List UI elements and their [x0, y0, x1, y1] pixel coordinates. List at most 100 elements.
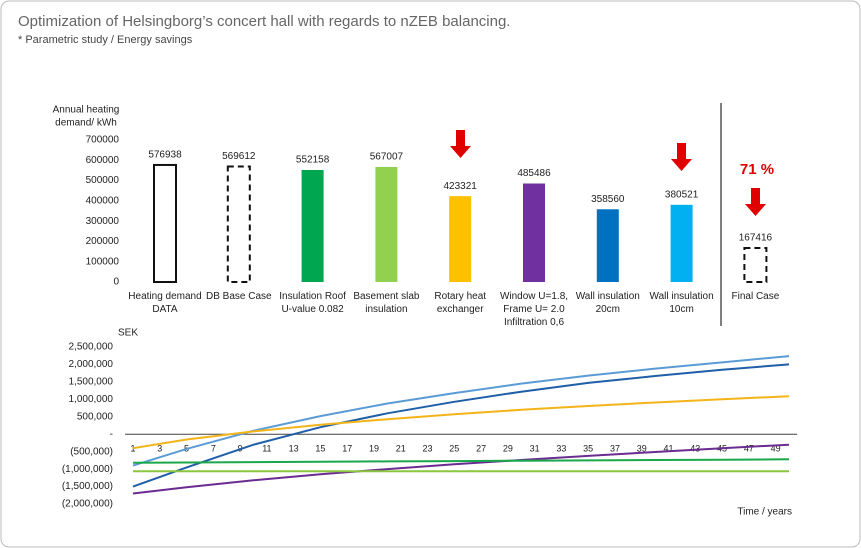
x-tick-label-line: U-value 0.082 [281, 304, 344, 315]
series-line [132, 355, 790, 467]
y-axis-title: Annual heating [53, 105, 120, 116]
x-tick-label-line: Wall insulation [650, 291, 714, 302]
x-tick-label: 3 [157, 444, 162, 454]
x-tick-label: 17 [342, 444, 352, 454]
x-tick-label-line: 20cm [596, 304, 620, 315]
title: Optimization of Helsingborg’s concert ha… [18, 13, 510, 30]
x-tick-label: 33 [556, 444, 566, 454]
x-tick-label: Wall insulation 10cm [650, 291, 714, 315]
x-tick-label: 43 [690, 444, 700, 454]
x-tick-label: Basement slab insulation [353, 291, 420, 315]
x-axis-title: Time / years [737, 507, 792, 518]
x-tick-label: 35 [583, 444, 593, 454]
y-tick-label: 1,500,000 [69, 377, 114, 388]
x-tick-label: 25 [449, 444, 459, 454]
series-line [132, 443, 790, 495]
x-tick-label-line: Basement slab [353, 291, 420, 302]
bar [226, 165, 251, 283]
x-tick-label-line: Insulation Roof [279, 291, 346, 302]
x-tick-label-line: exchanger [437, 304, 484, 315]
x-tick-label: 13 [289, 444, 299, 454]
x-tick-label-line: Wall insulation [576, 291, 640, 302]
value-label: 552158 [296, 155, 330, 166]
y-tick-label: (1,500,000) [62, 481, 113, 492]
y-tick-label: 400000 [86, 195, 120, 206]
x-tick-label: 41 [664, 444, 674, 454]
y-tick-label: - [110, 429, 113, 440]
x-tick-label: 47 [744, 444, 754, 454]
arrow [450, 130, 471, 158]
value-label: 423321 [444, 181, 478, 192]
x-tick-label-line: DB Base Case [206, 291, 272, 302]
y-tick-label: 2,000,000 [69, 359, 114, 370]
x-tick-label-line: Final Case [731, 291, 779, 302]
value-label: 576938 [148, 150, 182, 161]
x-tick-label-line: Rotary heat [434, 291, 486, 302]
y-axis-title: SEK [118, 328, 138, 339]
y-tick-label: 600000 [86, 155, 120, 166]
series-line [132, 363, 790, 488]
x-tick-label: 1 [130, 444, 135, 454]
x-tick-label-line: Window U=1.8, [500, 291, 568, 302]
x-tick-label: 23 [423, 444, 433, 454]
y-axis-title: demand/ kWh [55, 118, 117, 129]
x-tick-label: Wall insulation 20cm [576, 291, 640, 315]
bar [670, 204, 693, 282]
x-tick-label: 37 [610, 444, 620, 454]
series-line [132, 458, 790, 464]
y-tick-label: 1,000,000 [69, 394, 114, 405]
x-tick-label-line: 10cm [669, 304, 693, 315]
x-tick-label: 7 [211, 444, 216, 454]
bar [301, 169, 324, 282]
bar [375, 166, 398, 282]
value-label: 167416 [739, 233, 773, 244]
x-tick-label: Insulation Roof U-value 0.082 [279, 291, 346, 315]
x-tick-label: Final Case [731, 291, 779, 302]
x-tick-label: 39 [637, 444, 647, 454]
x-tick-label: Window U=1.8, Frame U= 2.0 Infiltration 0,… [500, 291, 568, 328]
value-label: 485486 [517, 168, 551, 179]
y-tick-label: 500,000 [77, 411, 114, 422]
y-tick-label: 200000 [86, 236, 120, 247]
y-tick-label: (500,000) [70, 446, 113, 457]
arrows [450, 130, 766, 216]
x-tick-label-line: Frame U= 2.0 [503, 304, 565, 315]
bar [153, 163, 177, 283]
x-tick-label: 19 [369, 444, 379, 454]
x-tick-label: Rotary heat exchanger [434, 291, 486, 315]
subtitle: * Parametric study / Energy savings [18, 34, 193, 46]
annotation: 71 % [740, 161, 774, 178]
x-tick-label: 49 [771, 444, 781, 454]
x-tick-label: 31 [530, 444, 540, 454]
x-tick-label: Heating demand DATA [128, 291, 201, 315]
bar [596, 209, 619, 282]
x-tick-label: 15 [315, 444, 325, 454]
bar [743, 247, 768, 283]
value-label: 567007 [370, 152, 404, 163]
value-label: 569612 [222, 151, 256, 162]
x-tick-label: 29 [503, 444, 513, 454]
bar [449, 196, 472, 282]
y-tick-label: 2,500,000 [69, 342, 114, 353]
x-tick-label: 11 [262, 444, 271, 454]
x-tick-label: DB Base Case [206, 291, 272, 302]
x-tick-label-line: DATA [152, 304, 178, 315]
y-tick-label: 300000 [86, 216, 120, 227]
y-tick-label: (2,000,000) [62, 499, 113, 510]
y-tick-label: 700000 [86, 135, 120, 146]
x-tick-label: 27 [476, 444, 486, 454]
arrow [745, 188, 766, 216]
x-tick-label-line: Infiltration 0,6 [504, 317, 564, 328]
x-tick-label: 21 [396, 444, 406, 454]
y-tick-label: 0 [113, 277, 119, 288]
y-tick-label: (1,000,000) [62, 464, 113, 475]
x-tick-label-line: Heating demand [128, 291, 201, 302]
x-tick-label-line: insulation [365, 304, 407, 315]
value-label: 358560 [591, 194, 625, 205]
y-tick-label: 500000 [86, 175, 120, 186]
value-label: 380521 [665, 189, 699, 200]
series-line [132, 395, 790, 450]
arrow [671, 143, 692, 171]
